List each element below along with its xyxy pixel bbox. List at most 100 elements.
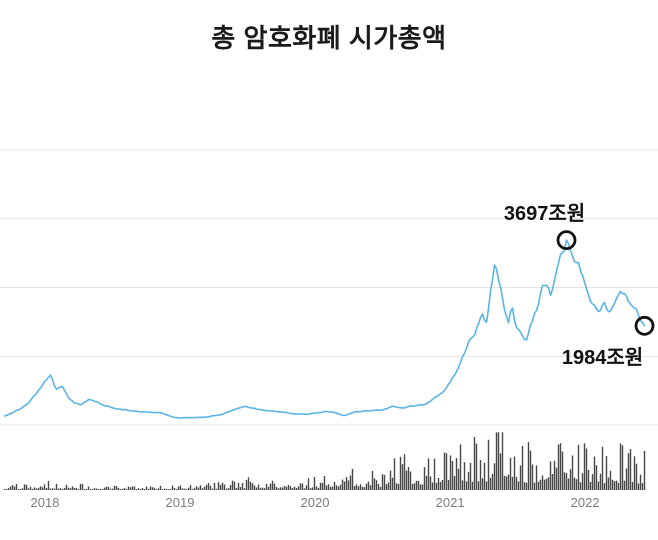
volume-bar [599,473,602,490]
volume-bar [101,489,104,490]
volume-bar [35,488,38,490]
volume-bar [215,488,218,490]
volume-bar [551,474,554,490]
volume-bar [91,489,94,490]
volume-bar [161,489,164,490]
volume-bar [185,488,188,490]
volume-bar [463,462,466,490]
volume-bar [53,488,56,490]
volume-bar [287,484,290,490]
volume-bar [179,485,182,490]
volume-bar [465,481,468,490]
volume-bar [441,479,444,490]
volume-bar [355,484,358,490]
volume-bar [377,484,380,490]
volume-bar [135,489,138,490]
x-axis-tick-label: 2018 [31,495,60,510]
volume-bar [519,465,522,490]
volume-bar [409,471,412,490]
volume-bar [615,480,618,490]
volume-bar [437,478,440,490]
volume-bar [195,486,198,490]
volume-bar [151,487,154,490]
volume-bar [225,488,228,490]
volume-bar [489,477,492,490]
volume-bar [431,482,434,490]
volume-bar [237,482,240,490]
volume-bar [167,489,170,490]
volume-bar [527,442,530,490]
volume-bar [317,487,320,490]
volume-bar [39,486,42,490]
end-annotation-label: 1984조원 [562,346,643,369]
volume-bar [209,485,212,490]
volume-bar [405,470,408,490]
volume-bar [443,452,446,490]
volume-bar [535,465,538,490]
volume-bar [109,488,112,490]
volume-bar [523,482,526,490]
volume-bar [367,481,370,490]
volume-bar [563,472,566,490]
volume-bar [169,489,172,490]
volume-bar [297,486,300,490]
volume-bar [499,453,502,490]
volume-bar [617,482,620,490]
volume-bar [295,488,298,490]
volume-bar [435,482,438,490]
volume-bar [267,486,270,490]
volume-bar [407,467,410,490]
volume-bar [247,477,250,490]
volume-bar [605,456,608,490]
volume-bar [625,468,628,490]
volume-bar [313,477,316,490]
volume-bar [497,432,500,491]
volume-bar [333,481,336,490]
volume-bar [357,486,360,490]
volume-bar [45,488,48,490]
volume-bar [477,481,480,490]
volume-bar [7,488,10,490]
volume-bar [245,480,248,490]
volume-bar [279,487,282,490]
volume-bar [335,485,338,490]
chart-title: 총 암호화폐 시가총액 [211,23,447,53]
volume-bar [381,474,384,490]
volume-bar [389,470,392,490]
volume-bar [165,488,168,490]
volume-bar [363,487,366,490]
volume-bar [557,444,560,490]
volume-bar [641,483,644,490]
volume-bar [61,488,64,490]
volume-bar [495,432,498,491]
volume-bar [387,482,390,490]
volume-bar [173,487,176,490]
volume-bar [453,476,456,490]
volume-bar [525,482,528,490]
volume-bar [85,489,88,490]
volume-bar [79,483,82,490]
volume-bar [217,482,220,490]
volume-bar [415,480,418,490]
volume-bar [579,482,582,490]
volume-bar [67,487,70,490]
volume-bar [501,432,504,491]
volume-bar [417,480,420,490]
volume-bar [263,488,266,490]
volume-bar [191,488,194,490]
volume-bar [83,489,86,490]
volume-bar [277,488,280,490]
volume-bar [587,470,590,490]
volume-bar [459,444,462,490]
volume-bar [113,485,116,490]
volume-bar [509,457,512,490]
volume-bar [241,483,244,490]
volume-bar [71,486,74,490]
volume-bar [341,479,344,490]
volume-bar [93,488,96,490]
volume-bar [131,486,134,490]
volume-bar [591,474,594,490]
volume-bar [183,488,186,490]
volume-bar [105,486,108,490]
volume-bar [395,483,398,490]
